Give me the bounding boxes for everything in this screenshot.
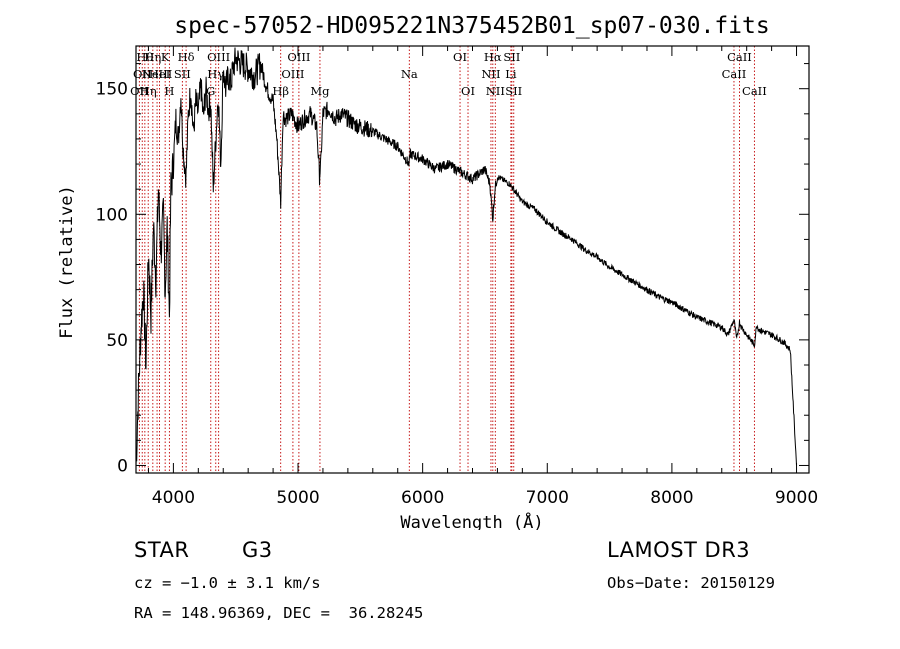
x-tick-label: 6000 — [401, 488, 444, 508]
redshift-value: cz = −1.0 ± 3.1 km/s — [134, 574, 321, 592]
marker-label: H — [164, 84, 174, 98]
marker-label: CaII — [727, 50, 752, 64]
marker-label: SII — [505, 84, 522, 98]
plot-frame — [135, 45, 810, 474]
marker-label: K — [161, 50, 170, 64]
x-tick-label: 9000 — [775, 488, 818, 508]
x-tick-label: 5000 — [276, 488, 319, 508]
marker-label: Hβ — [272, 84, 289, 98]
coordinates: RA = 148.96369, DEC = 36.28245 — [134, 604, 424, 622]
spectral-subclass: G3 — [242, 538, 273, 562]
marker-label: OII — [133, 67, 152, 81]
marker-label: SII — [503, 50, 520, 64]
marker-label: SII — [174, 67, 191, 81]
marker-label: Hγ — [207, 67, 224, 81]
marker-label: Hη — [144, 50, 161, 64]
marker-label: Na — [401, 67, 418, 81]
y-axis-label: Flux (relative) — [57, 185, 77, 339]
marker-label: NeIII — [142, 67, 173, 81]
marker-label: CaII — [742, 84, 767, 98]
line-markers — [138, 46, 755, 473]
marker-label: OIII — [207, 50, 230, 64]
marker-label: OIII — [287, 50, 310, 64]
marker-label: OI — [461, 84, 475, 98]
y-tick-label: 150 — [96, 80, 128, 100]
x-tick-label: 4000 — [152, 488, 195, 508]
spectrum-chart: spec-57052-HD095221N375452B01_sp07-030.f… — [57, 13, 818, 530]
marker-label: Li — [505, 67, 517, 81]
marker-label: Hθ — [136, 50, 153, 64]
axis-ticks: 4000 5000 6000 7000 8000 9000 0 50 100 150 — [96, 46, 818, 508]
object-class: STAR — [134, 538, 190, 562]
x-tick-label: 8000 — [650, 488, 693, 508]
chart-title: spec-57052-HD095221N375452B01_sp07-030.f… — [174, 13, 769, 39]
x-tick-label: 7000 — [526, 488, 569, 508]
marker-label: OI — [453, 50, 467, 64]
marker-label: G — [206, 84, 215, 98]
x-axis-label: Wavelength (Å) — [400, 511, 543, 530]
marker-label: Hη — [140, 84, 157, 98]
observation-date: Obs−Date: 20150129 — [607, 574, 775, 592]
marker-label: Hδ — [178, 50, 195, 64]
marker-label: HeI — [149, 67, 170, 81]
line-marker-labels: OIIOIIHθHηHηNeIIIHeIKHSIIHδGHγOIIIHβOIII… — [130, 50, 767, 98]
marker-label: CaII — [722, 67, 747, 81]
survey-name: LAMOST DR3 — [607, 538, 751, 562]
marker-label: NII — [481, 67, 500, 81]
marker-label: OII — [130, 84, 149, 98]
spectrum-line — [135, 47, 797, 466]
marker-label: Mg — [310, 84, 330, 98]
marker-label: OIII — [281, 67, 304, 81]
y-tick-label: 0 — [117, 456, 128, 476]
marker-label: NII — [486, 84, 505, 98]
y-tick-label: 100 — [96, 205, 128, 225]
y-tick-label: 50 — [106, 331, 128, 351]
marker-label: Hα — [484, 50, 502, 64]
